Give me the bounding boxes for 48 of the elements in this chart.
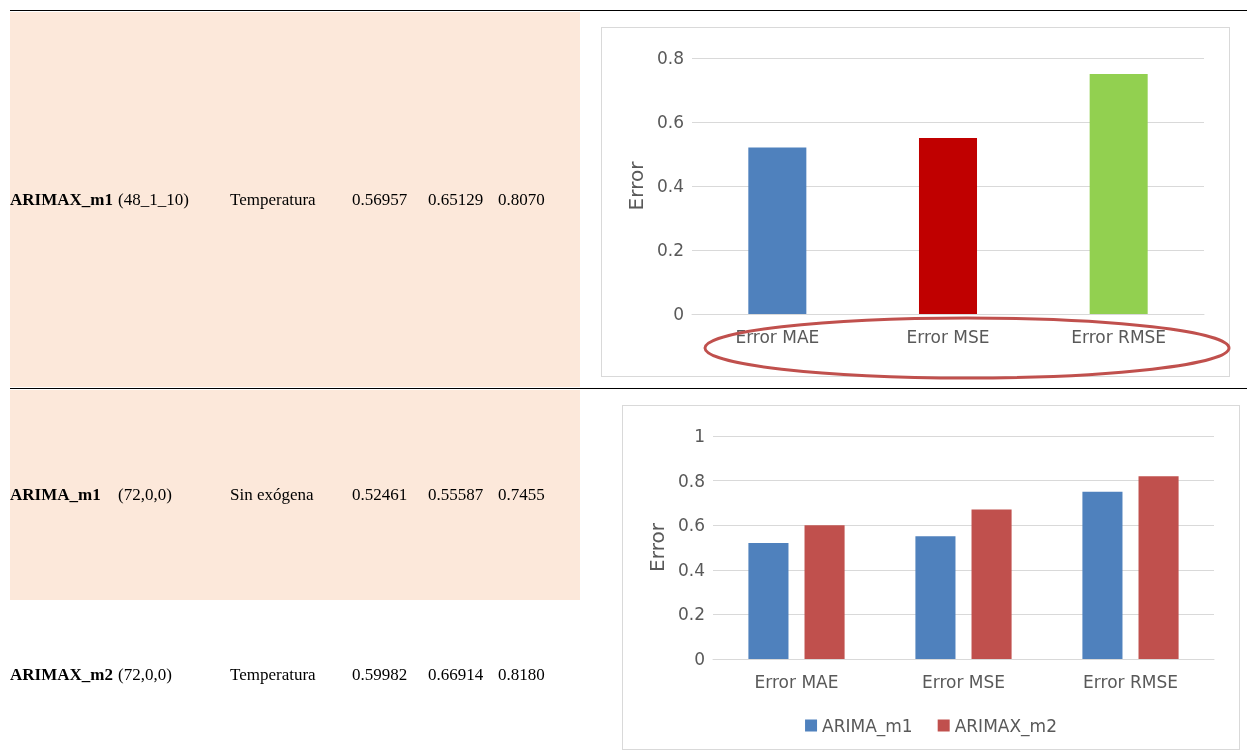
y-tick-label: 0.6 bbox=[677, 515, 705, 536]
text: Temperatura bbox=[230, 665, 316, 685]
x-tick-label: Error MSE bbox=[921, 671, 1006, 692]
text: ARIMA_m1 bbox=[10, 485, 101, 505]
y-tick-label: 0.4 bbox=[656, 176, 684, 196]
text: ARIMAX_m1 bbox=[10, 189, 113, 210]
legend-label: ARIMAX_m2 bbox=[954, 715, 1057, 737]
text: (48_1_10) bbox=[118, 189, 189, 210]
y-tick-label: 0.2 bbox=[656, 240, 684, 260]
x-tick-label: Error MAE bbox=[754, 671, 839, 692]
bar bbox=[915, 536, 956, 659]
text: 0.56957 bbox=[352, 189, 408, 210]
y-tick-label: 0.2 bbox=[677, 604, 705, 625]
y-axis-title: Error bbox=[624, 160, 649, 211]
y-tick-label: 0.4 bbox=[677, 559, 705, 580]
x-tick-label: Error MAE bbox=[735, 326, 820, 347]
text: Sin exógena bbox=[230, 485, 314, 505]
y-tick-label: 0.6 bbox=[656, 112, 684, 132]
y-axis-title: Error bbox=[645, 522, 670, 572]
bar bbox=[1089, 74, 1148, 314]
text: Temperatura bbox=[230, 189, 316, 210]
text: ARIMAX_m2 bbox=[10, 665, 113, 685]
bar bbox=[748, 543, 789, 659]
x-tick-label: Error RMSE bbox=[1071, 326, 1167, 347]
text: 0.66914 bbox=[428, 665, 484, 685]
bar bbox=[971, 509, 1012, 659]
legend-label: ARIMA_m1 bbox=[822, 715, 913, 737]
bar bbox=[804, 525, 845, 659]
bar bbox=[1082, 491, 1123, 659]
y-tick-label: 0.8 bbox=[656, 48, 684, 68]
text: 0.7455 bbox=[498, 485, 545, 505]
text: 0.52461 bbox=[352, 485, 408, 505]
text: (72,0,0) bbox=[118, 485, 172, 505]
text: (72,0,0) bbox=[118, 665, 172, 685]
x-tick-label: Error RMSE bbox=[1083, 671, 1178, 692]
text: 0.8180 bbox=[498, 665, 545, 685]
text: 0.55587 bbox=[428, 485, 484, 505]
text: 0.65129 bbox=[428, 189, 484, 210]
bar bbox=[1138, 476, 1179, 659]
y-tick-label: 0.8 bbox=[677, 470, 705, 491]
bar bbox=[748, 147, 807, 314]
y-tick-label: 0 bbox=[694, 649, 705, 669]
x-tick-label: Error MSE bbox=[906, 326, 990, 347]
text: 0.8070 bbox=[498, 189, 545, 210]
text: 0.59982 bbox=[352, 665, 408, 685]
bar bbox=[918, 138, 978, 314]
y-tick-label: 1 bbox=[694, 426, 705, 446]
y-tick-label: 0 bbox=[673, 304, 684, 324]
